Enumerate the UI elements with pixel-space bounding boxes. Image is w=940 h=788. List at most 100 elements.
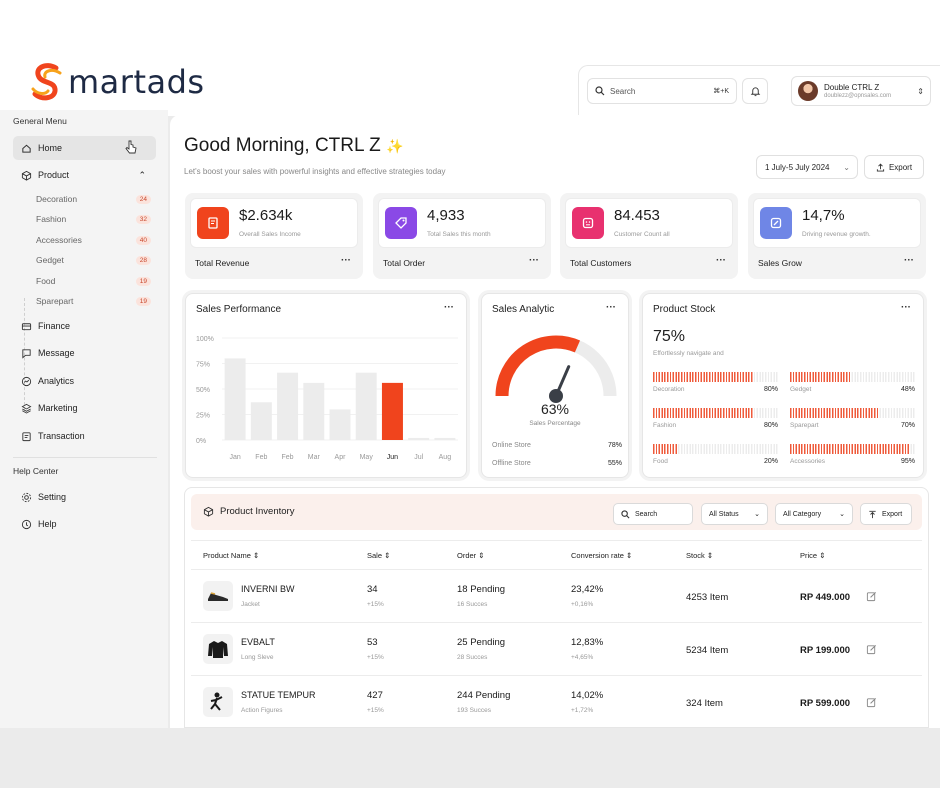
notifications-button[interactable]: [742, 78, 768, 104]
price-value: RP 449.000: [800, 592, 851, 603]
chart-bar[interactable]: [277, 372, 299, 440]
chart-bar[interactable]: [303, 382, 325, 440]
sidebar-item-setting[interactable]: Setting: [13, 485, 156, 509]
sidebar-item-transaction[interactable]: Transaction: [13, 424, 156, 448]
upload-icon: [869, 510, 876, 518]
receipt-icon: [22, 431, 31, 441]
category-filter[interactable]: All Category ⌄: [775, 503, 853, 525]
product-stock-panel: Product Stock ··· 75% Effortlessly navig…: [642, 293, 924, 478]
x-tick-label: May: [360, 454, 374, 461]
more-icon[interactable]: ···: [904, 255, 914, 266]
kpi-card-total-revenue[interactable]: $2.634k Overall Sales Income Total Reven…: [185, 193, 363, 279]
sale-change: +15%: [367, 654, 384, 661]
more-icon[interactable]: ···: [529, 255, 539, 266]
column-label: Stock: [686, 551, 705, 560]
sidebar-item-analytics[interactable]: Analytics: [13, 369, 156, 393]
top-bar: Search ⌘+K Double CTRL Z doublezz@opnsal…: [578, 65, 940, 117]
layers-icon: [21, 403, 32, 414]
sidebar-subitem-accessories[interactable]: Accessories 40: [36, 235, 151, 245]
edit-icon[interactable]: [866, 697, 877, 708]
kpi-label: Total Order: [383, 258, 426, 268]
row-value: 55%: [607, 460, 622, 467]
sort-icon: ⇕: [706, 551, 714, 560]
user-menu[interactable]: Double CTRL Z doublezz@opnsales.com ⇕: [791, 76, 931, 106]
sort-icon: ⇕: [819, 551, 826, 560]
chart-bar[interactable]: [224, 358, 246, 440]
sidebar-subitem-sparepart[interactable]: Sparepart 19: [36, 296, 151, 306]
column-label: Product Name: [203, 551, 251, 560]
kpi-card-total-order[interactable]: 4,933 Total Sales this month Total Order…: [373, 193, 551, 279]
column-header[interactable]: Sale ⇕: [367, 551, 390, 560]
count-badge: 32: [135, 214, 151, 224]
column-header[interactable]: Stock ⇕: [686, 551, 713, 560]
stock-value: 80%: [763, 386, 778, 393]
sidebar-subitem-fashion[interactable]: Fashion 32: [36, 214, 151, 224]
stock-label: Food: [653, 458, 668, 465]
kpi-icon-bg: [385, 207, 417, 239]
edit-icon[interactable]: [866, 644, 877, 655]
status-filter[interactable]: All Status ⌄: [701, 503, 768, 525]
kpi-desc: Driving revenue growth.: [802, 231, 871, 238]
more-icon[interactable]: ···: [606, 302, 616, 313]
sidebar-item-marketing[interactable]: Marketing: [13, 396, 156, 420]
table-row[interactable]: INVERNI BW Jacket 34 +15% 18 Pending 16 …: [191, 570, 922, 623]
chart-bar[interactable]: [381, 382, 403, 440]
chart-bar[interactable]: [250, 402, 272, 440]
more-icon[interactable]: ···: [341, 255, 351, 266]
box-icon: [203, 506, 214, 517]
online-store-row: Online Store 78%: [492, 442, 622, 449]
inventory-export-button[interactable]: Export: [860, 503, 912, 525]
kpi-card-sales-grow[interactable]: 14,7% Driving revenue growth. Sales Grow…: [748, 193, 926, 279]
brand-logo[interactable]: martads: [30, 62, 205, 102]
row-label: Online Store: [492, 442, 531, 449]
upload-icon: [876, 163, 885, 172]
row-label: Offline Store: [492, 460, 531, 467]
more-icon[interactable]: ···: [901, 302, 911, 313]
export-button[interactable]: Export: [864, 155, 924, 179]
count-badge: 19: [135, 296, 151, 306]
column-header[interactable]: Conversion rate ⇕: [571, 551, 632, 560]
edit-icon[interactable]: [866, 591, 877, 602]
chart-bar[interactable]: [355, 372, 377, 440]
gauge-chart: [495, 335, 617, 403]
sidebar-item-label: Product: [38, 170, 70, 180]
chart-bar[interactable]: [329, 409, 351, 440]
sidebar-item-home[interactable]: Home: [13, 136, 156, 160]
inventory-search-input[interactable]: Search: [613, 503, 693, 525]
x-tick-label: Feb: [282, 454, 294, 461]
more-icon[interactable]: ···: [444, 302, 454, 313]
sidebar-item-product[interactable]: Product ⌃: [13, 163, 156, 187]
chevron-up-icon: ⌃: [138, 169, 146, 180]
chevron-down-icon: ⌄: [839, 511, 845, 518]
stock-row: Sparepart 70%: [790, 422, 915, 429]
column-header[interactable]: Order ⇕: [457, 551, 485, 560]
chevron-down-icon: ⌄: [843, 162, 850, 172]
conversion-rate: 14,02%: [571, 690, 604, 701]
stock-item-accessories: Accessories 95%: [790, 444, 915, 465]
kpi-value: 4,933: [427, 207, 465, 224]
stock-value: 4253 Item: [686, 592, 729, 603]
chart-bar[interactable]: [408, 437, 430, 440]
product-name: EVBALT: [241, 637, 275, 647]
chart-bar[interactable]: [434, 437, 456, 440]
cursor-hand-icon: [125, 140, 137, 154]
kpi-desc: Customer Count all: [614, 231, 670, 238]
date-range-picker[interactable]: 1 July-5 July 2024 ⌄: [756, 155, 858, 179]
column-header[interactable]: Price ⇕: [800, 551, 825, 560]
product-thumbnail: [203, 581, 233, 611]
table-row[interactable]: STATUE TEMPUR Action Figures 427 +15% 24…: [191, 676, 922, 729]
sidebar-item-finance[interactable]: Finance: [13, 314, 156, 338]
sidebar-subitem-food[interactable]: Food 19: [36, 276, 151, 286]
sidebar-subitem-gedget[interactable]: Gedget 28: [36, 255, 151, 265]
global-search[interactable]: Search ⌘+K: [587, 78, 737, 104]
sidebar-item-message[interactable]: Message: [13, 341, 156, 365]
count-badge: 28: [135, 255, 151, 265]
kpi-card-total-customers[interactable]: 84.453 Customer Count all Total Customer…: [560, 193, 738, 279]
sidebar-item-help[interactable]: Help: [13, 512, 156, 536]
more-icon[interactable]: ···: [716, 255, 726, 266]
table-row[interactable]: EVBALT Long Sleve 53 +15% 25 Pending 28 …: [191, 623, 922, 676]
sidebar-subitem-decoration[interactable]: Decoration 24: [36, 194, 151, 204]
sale-change: +15%: [367, 707, 384, 714]
tree-line: [24, 298, 25, 410]
column-header[interactable]: Product Name ⇕: [203, 551, 259, 560]
